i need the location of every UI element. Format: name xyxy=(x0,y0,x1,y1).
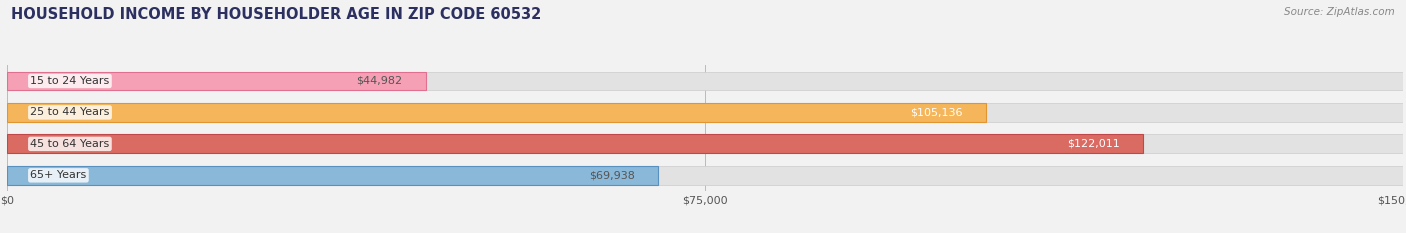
Bar xyxy=(7,103,986,122)
Text: $69,938: $69,938 xyxy=(589,170,634,180)
Bar xyxy=(7,166,658,185)
Bar xyxy=(7,72,426,90)
Text: $105,136: $105,136 xyxy=(910,107,962,117)
Bar xyxy=(7,134,1143,153)
Bar xyxy=(7,134,1403,153)
Text: Source: ZipAtlas.com: Source: ZipAtlas.com xyxy=(1284,7,1395,17)
Bar xyxy=(7,103,1403,122)
Text: $122,011: $122,011 xyxy=(1067,139,1119,149)
Text: $44,982: $44,982 xyxy=(356,76,402,86)
Bar xyxy=(7,72,1403,90)
Text: 65+ Years: 65+ Years xyxy=(31,170,87,180)
Text: 45 to 64 Years: 45 to 64 Years xyxy=(31,139,110,149)
Bar xyxy=(7,166,1403,185)
Text: 25 to 44 Years: 25 to 44 Years xyxy=(31,107,110,117)
Text: HOUSEHOLD INCOME BY HOUSEHOLDER AGE IN ZIP CODE 60532: HOUSEHOLD INCOME BY HOUSEHOLDER AGE IN Z… xyxy=(11,7,541,22)
Text: 15 to 24 Years: 15 to 24 Years xyxy=(31,76,110,86)
